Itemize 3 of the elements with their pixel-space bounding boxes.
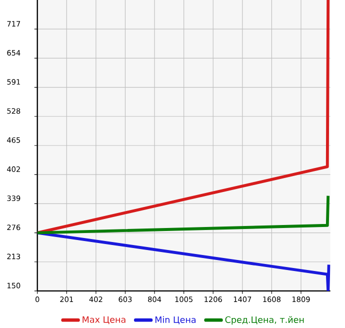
legend-label: Max Цена <box>82 316 126 324</box>
legend-label: Min Цена <box>155 316 196 324</box>
legend-label: Сред.Цена, т.йен <box>225 316 304 325</box>
